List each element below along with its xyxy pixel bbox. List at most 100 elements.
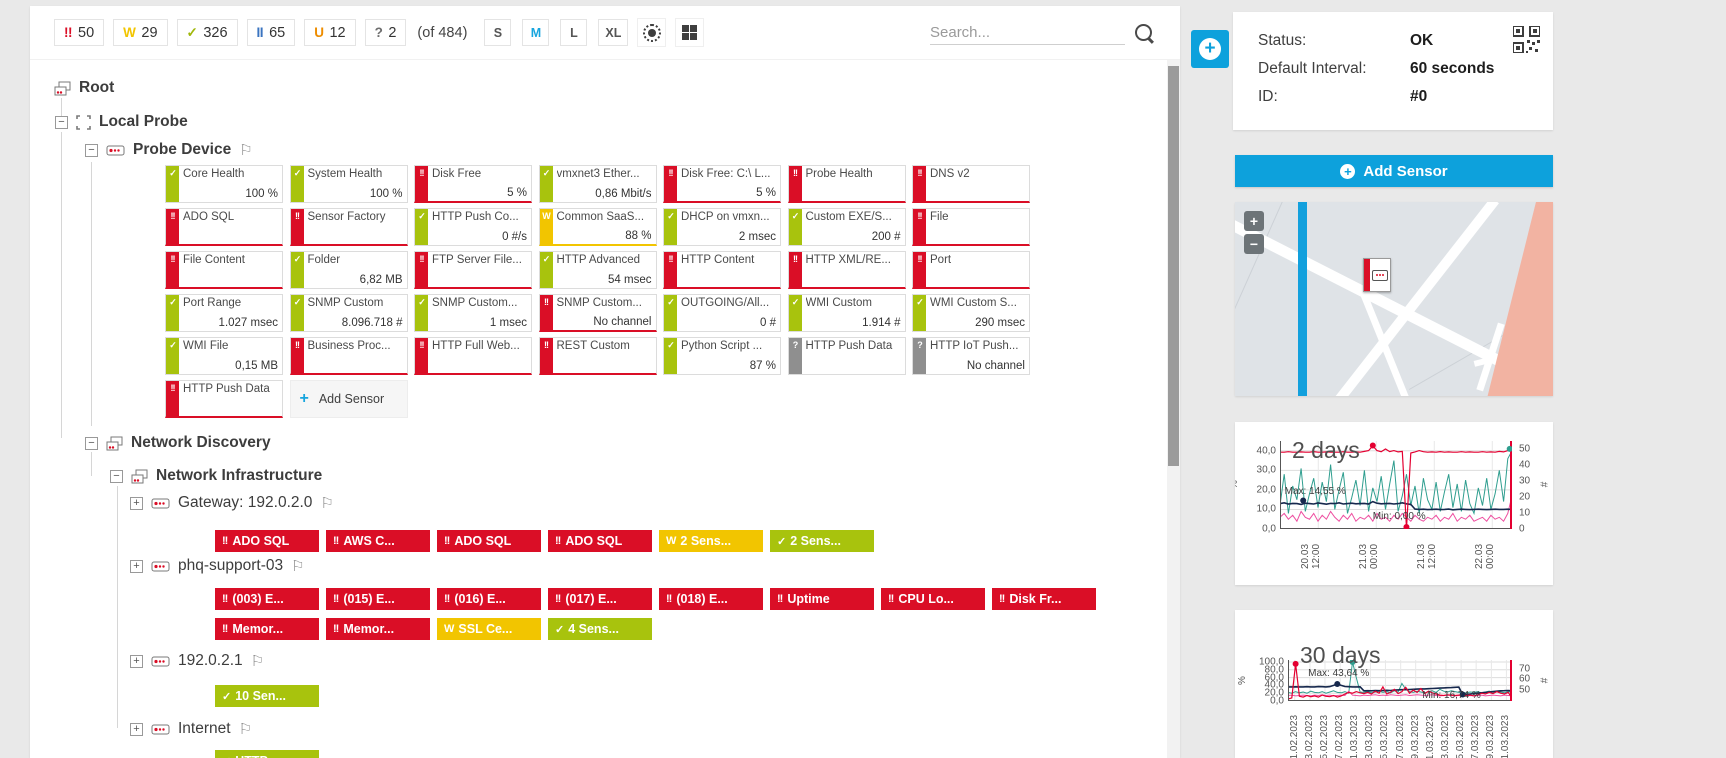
expand-toggle[interactable]: +	[130, 722, 143, 736]
mini-sensor-tile[interactable]: !! (003) E...	[215, 588, 319, 610]
sensor-tile[interactable]: ✓ vmxnet3 Ether... 0,86 Mbit/s	[538, 165, 657, 203]
status-chip-unknown[interactable]: ? 2	[364, 19, 407, 46]
size-button-m[interactable]: M	[522, 19, 550, 46]
tile-view-button[interactable]	[675, 18, 705, 47]
sensor-tile[interactable]: W Common SaaS... 88 %	[538, 208, 657, 246]
status-chip-unusual[interactable]: U 12	[304, 19, 356, 46]
expand-toggle[interactable]: +	[130, 559, 143, 573]
sensor-tile[interactable]: ✓ OUTGOING/All... 0 #	[663, 294, 781, 332]
mini-sensor-tile[interactable]: !! ADO SQL	[215, 530, 319, 552]
sensor-tile[interactable]: !! Port	[912, 251, 1030, 289]
mini-sensor-tile[interactable]: ✓ 10 Sen...	[215, 685, 319, 707]
sensor-tile[interactable]: ✓ SNMP Custom... 1 msec	[414, 294, 532, 332]
sensor-tile[interactable]: ✓ Core Health 100 %	[165, 165, 283, 203]
status-chip-warning[interactable]: W 29	[113, 19, 168, 46]
priority-flag-icon[interactable]: ⚐	[291, 558, 305, 575]
mini-sensor-tile[interactable]: !! (016) E...	[437, 588, 541, 610]
priority-flag-icon[interactable]: ⚐	[320, 495, 334, 512]
sensor-tile[interactable]: !! ADO SQL	[165, 208, 283, 246]
sensor-tile[interactable]: !! Sensor Factory	[289, 208, 408, 246]
size-button-l[interactable]: L	[560, 19, 588, 46]
status-chip-paused[interactable]: II 65	[246, 19, 296, 46]
mini-sensor-tile[interactable]: ✓ HTTP	[215, 750, 319, 758]
mini-sensor-tile[interactable]: !! ADO SQL	[548, 530, 652, 552]
sensor-tile[interactable]: ✓ Port Range 1.027 msec	[165, 294, 283, 332]
sensor-tile[interactable]: !! Disk Free: C:\ L... 5 %	[663, 165, 781, 203]
sensor-tile[interactable]: !! File	[912, 208, 1030, 246]
sensor-tile[interactable]: ✓ Folder 6,82 MB	[289, 251, 408, 289]
collapse-toggle[interactable]: −	[55, 115, 68, 129]
mini-sensor-tile[interactable]: !! (018) E...	[659, 588, 763, 610]
search-input[interactable]	[930, 20, 1125, 45]
device-label-probe-device[interactable]: Probe Device	[133, 141, 232, 158]
expand-sidebar-button[interactable]: +	[1191, 30, 1229, 68]
sensor-tile[interactable]: ✓ WMI Custom 1.914 #	[787, 294, 906, 332]
sensor-tile[interactable]: !! SNMP Custom... No channel	[538, 294, 657, 332]
sensor-tile[interactable]: !! Business Proc...	[289, 337, 408, 375]
mini-sensor-tile[interactable]: !! Memor...	[326, 618, 430, 640]
mini-sensor-tile[interactable]: !! ADO SQL	[437, 530, 541, 552]
mini-sensor-tile[interactable]: !! Uptime	[770, 588, 874, 610]
sensor-tile[interactable]: ? HTTP IoT Push... No channel	[912, 337, 1030, 375]
priority-flag-icon[interactable]: ⚐	[238, 721, 253, 738]
sensor-tile[interactable]: ✓ DHCP on vmxn... 2 msec	[663, 208, 781, 246]
scrollbar-thumb[interactable]	[1168, 66, 1179, 466]
mini-sensor-tile[interactable]: !! Memor...	[215, 618, 319, 640]
sensor-tile[interactable]: !! Disk Free 5 %	[414, 165, 532, 203]
sensor-tile[interactable]: !! Probe Health	[787, 165, 906, 203]
sensor-tile[interactable]: !! HTTP Push Data	[165, 380, 283, 418]
collapse-toggle[interactable]: −	[85, 436, 98, 450]
geo-map[interactable]: + −	[1235, 202, 1553, 396]
mini-sensor-tile[interactable]: ✓ 4 Sens...	[548, 618, 652, 640]
collapse-toggle[interactable]: −	[110, 469, 123, 483]
map-zoom-in-button[interactable]: +	[1244, 211, 1264, 231]
sensor-tile[interactable]: ✓ WMI File 0,15 MB	[165, 337, 283, 375]
sensor-tile[interactable]: ✓ SNMP Custom 8.096.718 #	[289, 294, 408, 332]
mini-sensor-tile[interactable]: !! Disk Fr...	[992, 588, 1096, 610]
status-chip-up[interactable]: ✓ 326	[176, 19, 238, 46]
mini-sensor-tile[interactable]: W SSL Ce...	[437, 618, 541, 640]
mini-sensor-tile[interactable]: !! (017) E...	[548, 588, 652, 610]
sensor-tile[interactable]: !! REST Custom	[538, 337, 657, 375]
sensor-tile[interactable]: !! HTTP Full Web...	[414, 337, 532, 375]
graph-plot[interactable]	[1279, 441, 1513, 530]
sensor-tile[interactable]: ? HTTP Push Data	[787, 337, 906, 375]
device-label-internet[interactable]: Internet	[178, 720, 231, 737]
device-label-gateway[interactable]: Gateway: 192.0.2.0	[178, 494, 313, 511]
sensor-tile[interactable]: !! FTP Server File...	[414, 251, 532, 289]
sensor-tile[interactable]: ✓ System Health 100 %	[289, 165, 408, 203]
mini-sensor-tile[interactable]: !! (015) E...	[326, 588, 430, 610]
tree-scrollbar[interactable]	[1167, 60, 1180, 758]
mini-sensor-tile[interactable]: !! CPU Lo...	[881, 588, 985, 610]
priority-flag-icon[interactable]: ⚐	[250, 653, 265, 670]
group-label-network-discovery[interactable]: Network Discovery	[131, 434, 271, 451]
sensor-tile[interactable]: !! File Content	[165, 251, 283, 289]
device-label-192-0-2-1[interactable]: 192.0.2.1	[178, 652, 243, 669]
size-button-s[interactable]: S	[484, 19, 512, 46]
sensor-tile[interactable]: ✓ HTTP Push Co... 0 #/s	[414, 208, 532, 246]
mini-sensor-tile[interactable]: ✓ 2 Sens...	[770, 530, 874, 552]
graph-plot[interactable]	[1287, 659, 1513, 702]
sensor-tile[interactable]: !! DNS v2	[912, 165, 1030, 203]
sensor-tile[interactable]: ✓ Custom EXE/S... 200 #	[787, 208, 906, 246]
group-label-network-infrastructure[interactable]: Network Infrastructure	[156, 467, 323, 484]
expand-toggle[interactable]: +	[130, 496, 143, 510]
view-settings-button[interactable]	[637, 18, 667, 47]
mini-sensor-tile[interactable]: W 2 Sens...	[659, 530, 763, 552]
sensor-tile[interactable]: !! HTTP XML/RE...	[787, 251, 906, 289]
search-icon[interactable]	[1135, 24, 1152, 41]
sensor-tile[interactable]: ✓ HTTP Advanced 54 msec	[538, 251, 657, 289]
collapse-toggle[interactable]: −	[85, 143, 98, 157]
add-sensor-tile[interactable]: + Add Sensor	[289, 380, 408, 418]
device-map-marker[interactable]	[1363, 258, 1391, 292]
qr-code-icon[interactable]	[1513, 26, 1540, 53]
group-label-root[interactable]: Root	[79, 79, 115, 96]
priority-flag-icon[interactable]: ⚐	[239, 142, 253, 159]
add-sensor-button[interactable]: + Add Sensor	[1235, 155, 1553, 187]
sensor-tile[interactable]: ✓ WMI Custom S... 290 msec	[912, 294, 1030, 332]
size-button-xl[interactable]: XL	[598, 19, 629, 46]
status-chip-down[interactable]: !! 50	[54, 19, 105, 46]
mini-sensor-tile[interactable]: !! AWS C...	[326, 530, 430, 552]
group-label-local-probe[interactable]: Local Probe	[99, 113, 188, 130]
expand-toggle[interactable]: +	[130, 654, 143, 668]
